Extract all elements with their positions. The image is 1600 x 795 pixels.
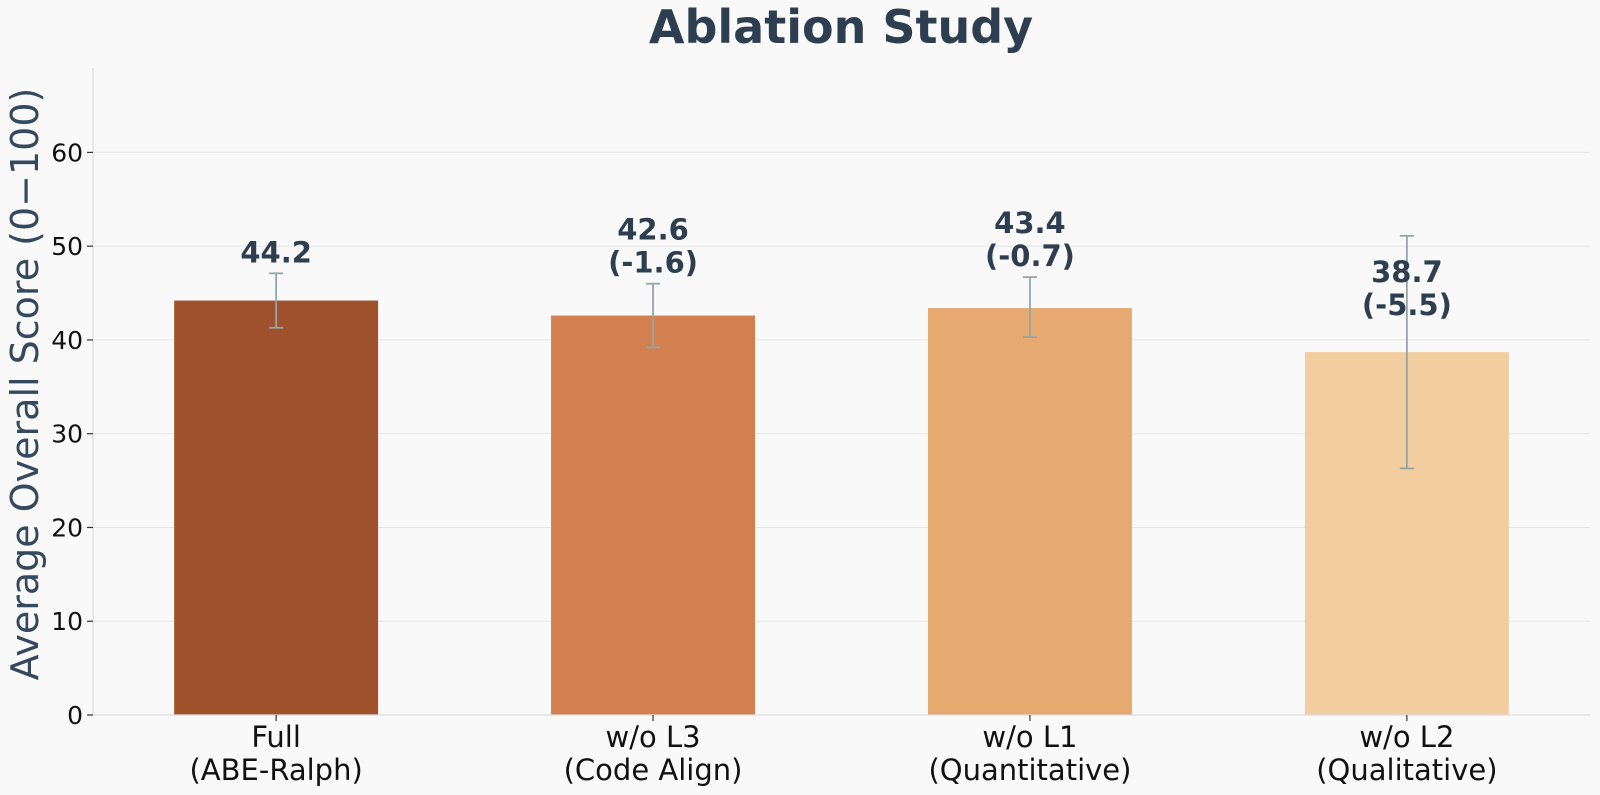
y-tick-labels: 0 10 20 30 40 50 60 xyxy=(51,138,93,730)
y-tick-label: 30 xyxy=(51,420,83,449)
x-tick-labels: Full (ABE-Ralph) w/o L3 (Code Align) w/o L1(… xyxy=(189,715,1498,787)
y-axis-label: Average Overall Score (0−100) xyxy=(3,88,47,681)
error-bars xyxy=(269,234,1414,470)
y-tick-label: 10 xyxy=(51,607,83,636)
data-label: 43.4 (-0.7) xyxy=(985,206,1075,273)
x-tick-label: w/o L2 (Qualitative) xyxy=(1316,720,1497,787)
data-label: 38.7 (-5.5) xyxy=(1362,255,1452,322)
bar xyxy=(551,315,756,715)
x-tick-label: Full (ABE-Ralph) xyxy=(189,720,362,787)
y-tick-label: 60 xyxy=(51,138,83,167)
bar xyxy=(927,308,1132,715)
y-tick-label: 20 xyxy=(51,513,83,542)
axes xyxy=(92,68,1590,716)
y-tick-label: 40 xyxy=(51,326,83,355)
data-labels: 44.2 42.6 (-1.6) 43.4 (-0.7) 38.7 (-5.5) xyxy=(240,206,1451,322)
y-tick-label: 0 xyxy=(67,701,83,730)
chart-title: Ablation Study xyxy=(649,0,1033,54)
x-tick-label: w/o L3 (Code Align) xyxy=(564,720,743,787)
data-label: 44.2 xyxy=(240,235,312,269)
y-tick-label: 50 xyxy=(51,232,83,261)
x-tick-label: w/o L1 (Quantitative) xyxy=(928,720,1131,787)
data-label: 42.6 (-1.6) xyxy=(608,213,698,280)
bars xyxy=(174,300,1509,715)
bar xyxy=(174,300,379,715)
